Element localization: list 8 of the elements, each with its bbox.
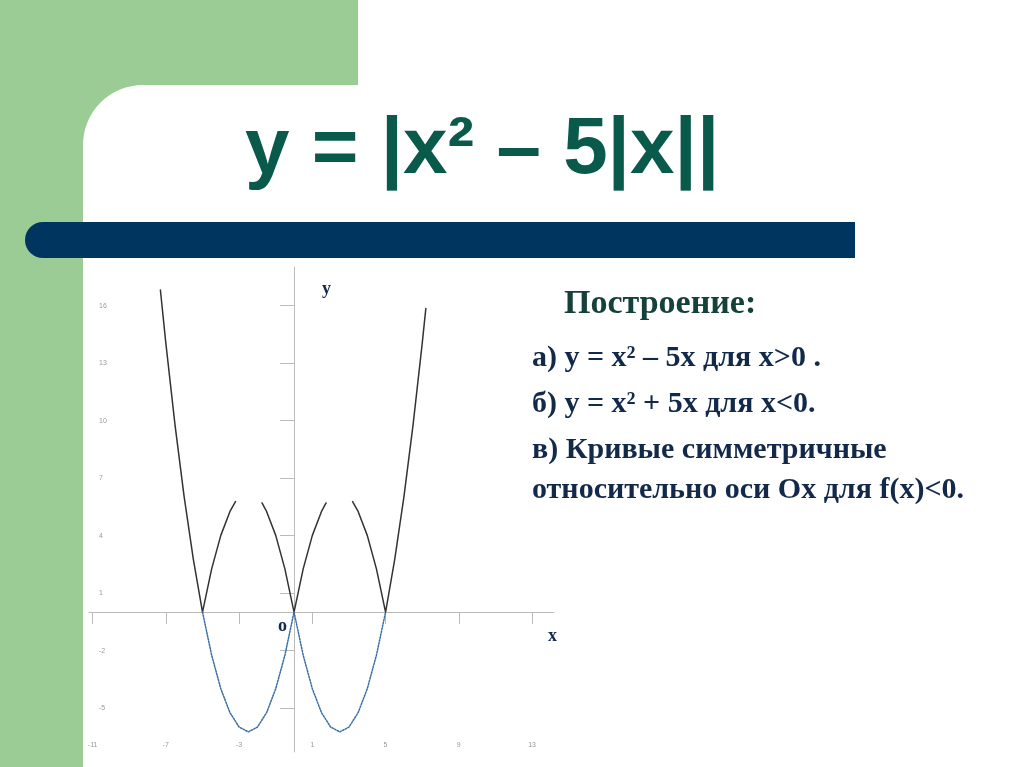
annotation: в) Кривые симметричные относительно оси Ох для f(x)<0. [532, 430, 965, 506]
text: Построение: [564, 282, 758, 322]
annotation: o [278, 615, 288, 636]
annotation: а) y = x² – 5x для x>0 . [532, 338, 822, 374]
y-axis-title: y [322, 278, 332, 298]
chart-title: y = |x² – 5|x|| [245, 100, 720, 192]
x-axis-title: x [548, 625, 557, 646]
annotation: б) y = x² + 5x для x<0. [532, 384, 817, 420]
